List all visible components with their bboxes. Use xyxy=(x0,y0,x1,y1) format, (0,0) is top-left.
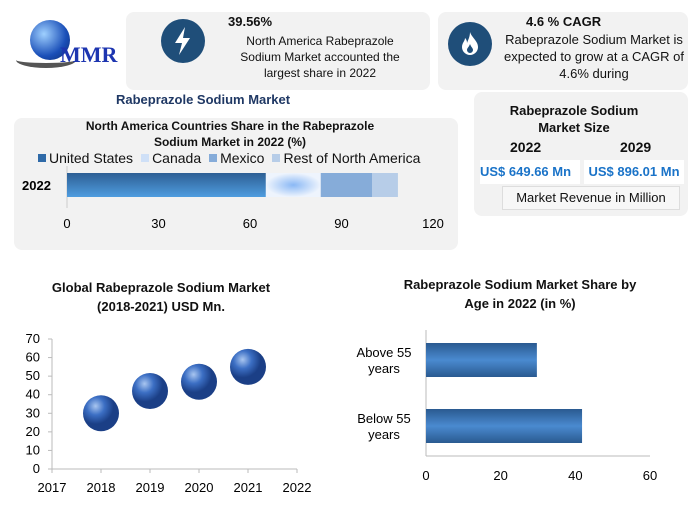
legend-item: Mexico xyxy=(209,150,264,166)
x-tick-label: 2018 xyxy=(87,480,116,495)
category-label: years xyxy=(368,427,400,442)
bar xyxy=(426,409,583,443)
x-tick-label: 2019 xyxy=(136,480,165,495)
logo-text: MMR xyxy=(60,42,118,67)
stat-value: 4.6 % CAGR xyxy=(526,14,602,29)
legend-item: United States xyxy=(38,150,133,166)
legend-swatch xyxy=(272,154,281,162)
stat-text: Rabeprazole Sodium Market is expected to… xyxy=(504,32,684,81)
legend-swatch xyxy=(38,154,46,162)
data-point xyxy=(83,395,119,432)
category-label: Below 55 xyxy=(357,411,410,426)
category-label: years xyxy=(368,361,400,376)
x-tick-label: 30 xyxy=(151,216,165,231)
x-tick-label: 0 xyxy=(422,468,429,483)
legend-label: Canada xyxy=(152,150,202,166)
size-note: Market Revenue in Million xyxy=(502,186,680,210)
chart1-title: North America Countries Share in the Rab… xyxy=(85,119,375,149)
bar-united-states xyxy=(67,173,266,197)
size-title: Rabeprazole Sodium Market Size xyxy=(509,103,639,135)
value-2029: US$ 896.01 Mn xyxy=(584,160,684,184)
x-tick-label: 0 xyxy=(63,216,70,231)
stat-card-share: 39.56% North America Rabeprazole Sodium … xyxy=(126,12,430,90)
category-label: Above 55 xyxy=(357,345,412,360)
bar-rest-of-north-america xyxy=(372,173,398,197)
y-tick-label: 30 xyxy=(26,405,40,420)
legend-item: Rest of North America xyxy=(272,150,420,166)
stat-card-cagr: 4.6 % CAGR Rabeprazole Sodium Market is … xyxy=(438,12,688,90)
data-point xyxy=(132,373,168,409)
bar-canada xyxy=(265,173,321,197)
x-tick-label: 2022 xyxy=(283,480,312,495)
legend-item: Canada xyxy=(141,150,201,166)
y-tick-label: 20 xyxy=(26,424,40,439)
y-tick-label: 0 xyxy=(33,461,40,476)
y-tick-label: 70 xyxy=(26,331,40,346)
flame-icon xyxy=(448,22,492,66)
legend-label: Mexico xyxy=(220,150,265,166)
bar-mexico xyxy=(320,173,372,197)
x-tick-label: 2020 xyxy=(185,480,214,495)
main-title: Rabeprazole Sodium Market xyxy=(116,92,291,107)
stat-text: North America Rabeprazole Sodium Market … xyxy=(240,34,400,80)
year-2029: 2029 xyxy=(620,139,652,155)
market-size-box: Rabeprazole Sodium Market Size 2022 2029… xyxy=(474,92,688,216)
x-tick-label: 40 xyxy=(568,468,582,483)
x-tick-label: 20 xyxy=(493,468,507,483)
data-point xyxy=(230,348,266,385)
legend-label: United States xyxy=(49,150,134,166)
y-tick-label: 10 xyxy=(26,442,40,457)
x-tick-label: 60 xyxy=(243,216,257,231)
value-2022: US$ 649.66 Mn xyxy=(480,160,580,184)
category-label: 2022 xyxy=(22,178,51,193)
logo: MMR xyxy=(14,14,118,74)
x-tick-label: 60 xyxy=(643,468,657,483)
legend-swatch xyxy=(141,154,150,162)
chart2-title: Global Rabeprazole Sodium Market (2018-2… xyxy=(51,280,271,314)
x-tick-label: 120 xyxy=(422,216,444,231)
stat-value: 39.56% xyxy=(228,14,273,29)
x-tick-label: 90 xyxy=(334,216,348,231)
y-tick-label: 60 xyxy=(26,350,40,365)
legend-label: Rest of North America xyxy=(283,150,421,166)
year-2022: 2022 xyxy=(510,139,542,155)
x-tick-label: 2017 xyxy=(38,480,67,495)
data-point xyxy=(181,363,217,400)
y-tick-label: 40 xyxy=(26,387,40,402)
chart1-legend: United States Canada Mexico Rest of North A… xyxy=(38,150,420,166)
legend-swatch xyxy=(209,154,218,162)
chart3-title: Rabeprazole Sodium Market Share by Age i… xyxy=(403,277,637,311)
bar xyxy=(426,343,537,377)
swoosh-icon xyxy=(16,52,76,68)
x-tick-label: 2021 xyxy=(234,480,263,495)
y-tick-label: 50 xyxy=(26,368,40,383)
lightning-icon xyxy=(161,19,205,63)
